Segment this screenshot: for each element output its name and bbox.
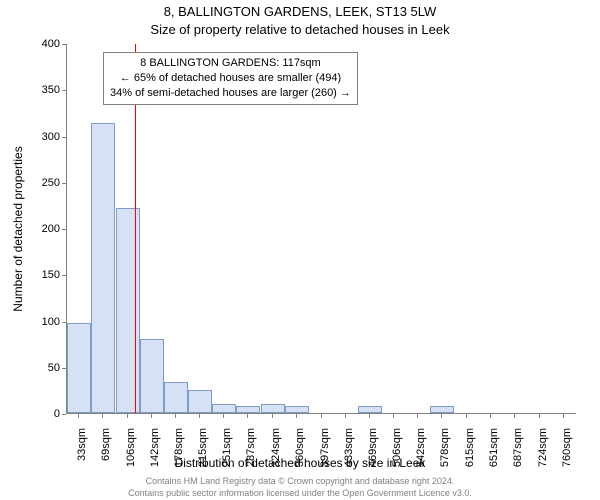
histogram-bar (188, 390, 212, 413)
histogram-bar (358, 406, 382, 413)
plot-area: 8 BALLINGTON GARDENS: 117sqm ← 65% of de… (66, 44, 576, 414)
chart-title-line1: 8, BALLINGTON GARDENS, LEEK, ST13 5LW (0, 4, 600, 19)
y-tick-label: 100 (20, 316, 60, 328)
y-tick-label: 150 (20, 269, 60, 281)
y-tick-label: 50 (20, 362, 60, 374)
x-tick-mark (441, 414, 442, 418)
y-tick-label: 0 (20, 408, 60, 420)
y-tick-mark (62, 414, 66, 415)
x-tick-mark (223, 414, 224, 418)
x-tick-mark (514, 414, 515, 418)
x-tick-mark (175, 414, 176, 418)
x-tick-mark (102, 414, 103, 418)
chart-title-line2: Size of property relative to detached ho… (0, 22, 600, 37)
x-tick-mark (127, 414, 128, 418)
annotation-box: 8 BALLINGTON GARDENS: 117sqm ← 65% of de… (103, 52, 358, 105)
x-tick-mark (151, 414, 152, 418)
x-tick-mark (321, 414, 322, 418)
x-tick-mark (417, 414, 418, 418)
x-tick-mark (490, 414, 491, 418)
histogram-bar (212, 404, 236, 413)
x-tick-mark (369, 414, 370, 418)
histogram-bar (67, 323, 91, 413)
histogram-bar (236, 406, 260, 413)
footer-line2: Contains public sector information licen… (0, 488, 600, 500)
chart-container: 8, BALLINGTON GARDENS, LEEK, ST13 5LW Si… (0, 0, 600, 500)
histogram-bar (91, 123, 115, 413)
y-tick-label: 250 (20, 177, 60, 189)
y-tick-label: 200 (20, 223, 60, 235)
x-tick-mark (296, 414, 297, 418)
histogram-bar (285, 406, 309, 413)
x-tick-mark (539, 414, 540, 418)
x-tick-mark (272, 414, 273, 418)
histogram-bar (261, 404, 285, 413)
annotation-line3: 34% of semi-detached houses are larger (… (110, 86, 351, 101)
histogram-bar (164, 382, 188, 413)
x-tick-mark (345, 414, 346, 418)
histogram-bar (430, 406, 454, 413)
histogram-bar (116, 208, 140, 413)
y-tick-label: 400 (20, 38, 60, 50)
footer-line1: Contains HM Land Registry data © Crown c… (0, 476, 600, 488)
y-tick-label: 300 (20, 131, 60, 143)
x-tick-mark (563, 414, 564, 418)
y-tick-label: 350 (20, 84, 60, 96)
histogram-bar (140, 339, 164, 413)
x-tick-mark (393, 414, 394, 418)
x-tick-mark (247, 414, 248, 418)
annotation-line2: ← 65% of detached houses are smaller (49… (110, 71, 351, 86)
x-tick-mark (78, 414, 79, 418)
x-tick-mark (466, 414, 467, 418)
x-tick-mark (199, 414, 200, 418)
annotation-line1: 8 BALLINGTON GARDENS: 117sqm (110, 56, 351, 71)
x-axis-label: Distribution of detached houses by size … (0, 456, 600, 470)
footer-attribution: Contains HM Land Registry data © Crown c… (0, 476, 600, 499)
